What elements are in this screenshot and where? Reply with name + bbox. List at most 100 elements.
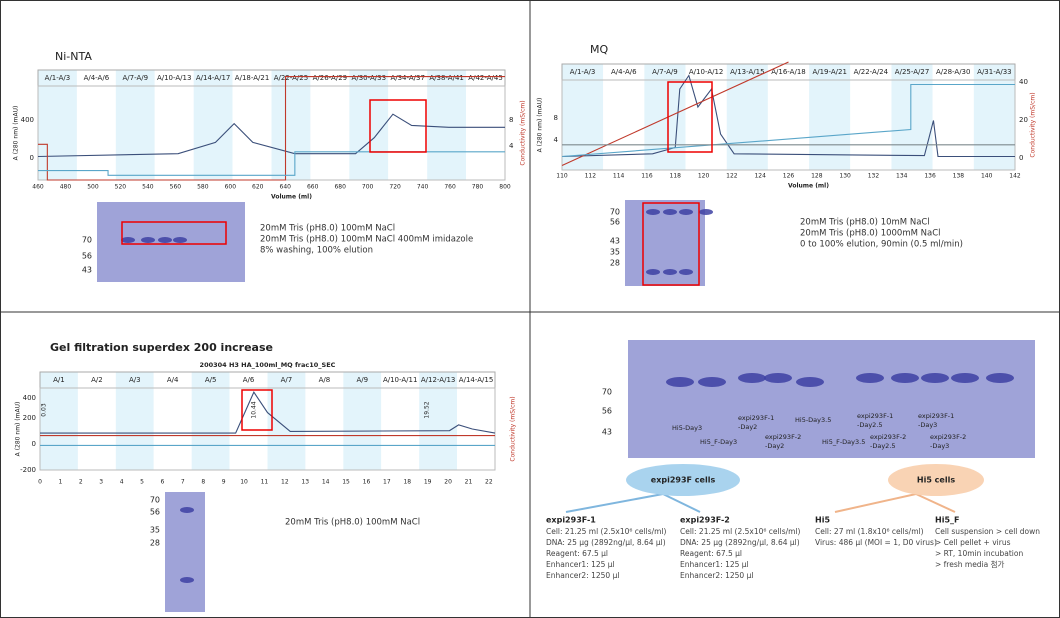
fraction-label: A/10-A/11: [383, 376, 417, 384]
y2-tick-label: 20: [1019, 116, 1028, 124]
fraction-band: [191, 372, 230, 470]
panel-title: Ni-NTA: [55, 50, 92, 63]
gel-image: [97, 202, 245, 282]
fraction-label: A/22-A/24: [854, 68, 889, 76]
note: 8% washing, 100% elution: [260, 246, 373, 256]
fraction-band: [229, 372, 268, 470]
fraction-band: [154, 70, 194, 180]
arrow: [565, 493, 664, 513]
fraction-band: [115, 372, 154, 470]
x-tick-label: 15: [342, 479, 350, 486]
item-line: > fresh media 첨가: [935, 560, 1005, 569]
fraction-band: [40, 372, 78, 470]
marker-label: 70: [602, 388, 612, 397]
curve: [40, 390, 496, 434]
fraction-label: A/9: [356, 376, 368, 384]
item-line: Enhancer2: 1250 μl: [680, 571, 753, 580]
x-tick-label: 800: [499, 184, 511, 191]
gel-band: [699, 209, 713, 215]
y2-tick-label: 8: [509, 116, 513, 124]
y2-axis-label: Conductivity (mS/cm): [510, 396, 517, 461]
x-tick-label: 700: [362, 184, 374, 191]
fraction-label: A/12-A/13: [421, 376, 455, 384]
fraction-label: A/8: [319, 376, 331, 384]
marker-label: 43: [610, 237, 620, 246]
x-tick-label: 7: [181, 479, 185, 486]
gel-band: [764, 373, 792, 383]
marker-label: 70: [610, 208, 620, 217]
x-tick-label: 21: [465, 479, 473, 486]
x-tick-label: 126: [783, 173, 795, 180]
fraction-band: [932, 64, 974, 170]
x-tick-label: 20: [444, 479, 452, 486]
group-bubble: [626, 464, 740, 496]
gel-band: [180, 507, 194, 513]
gel-band: [698, 377, 726, 387]
group-name: expi293F cells: [651, 476, 716, 485]
y-axis-label: A (280 nm) (mAU): [13, 106, 20, 161]
arrow: [662, 493, 701, 513]
highlight-box: [369, 99, 427, 153]
fraction-label: A/14-A/15: [459, 376, 493, 384]
gel-band: [663, 269, 677, 275]
lane-label: Hi5-Day3: [672, 424, 702, 432]
fraction-label: A/10-A/13: [157, 74, 191, 82]
x-tick-label: 8: [201, 479, 205, 486]
x-axis-label: Volume (ml): [788, 183, 829, 190]
fraction-label: A/1-A/3: [45, 74, 71, 82]
x-tick-label: 720: [389, 184, 401, 191]
curve: [561, 83, 1015, 158]
note: 20mM Tris (pH8.0) 10mM NaCl: [800, 218, 930, 228]
item-line: Cell: 21.25 ml (2.5x10⁶ cells/ml): [680, 527, 801, 536]
marker-label: 56: [82, 252, 92, 261]
fraction-band: [973, 64, 1015, 170]
x-tick-label: 0: [38, 479, 42, 486]
x-tick-label: 640: [280, 184, 292, 191]
gel-band: [951, 373, 979, 383]
item-title: expi293F-1: [546, 516, 596, 525]
x-tick-label: 14: [322, 479, 330, 486]
lane-label: expi293F-2: [765, 433, 801, 441]
lane-label: -Day2: [738, 423, 757, 431]
fraction-band: [193, 70, 233, 180]
gel-band: [173, 237, 187, 243]
lane-label: expi293F-1: [857, 412, 893, 420]
lane-label: -Day3: [930, 442, 949, 450]
lane-label: expi293F-2: [930, 433, 966, 441]
x-axis-label: Volume (ml): [271, 194, 312, 201]
x-tick-label: 112: [585, 173, 597, 180]
fraction-band: [427, 70, 467, 180]
x-tick-label: 110: [556, 173, 568, 180]
x-tick-label: 560: [170, 184, 182, 191]
panel-title: MQ: [590, 43, 608, 56]
marker-label: 28: [150, 539, 160, 548]
marker-label: 28: [610, 259, 620, 268]
y2-tick-label: 4: [509, 142, 514, 150]
fraction-label: A/16-A/18: [771, 68, 805, 76]
x-tick-label: 142: [1009, 173, 1021, 180]
item-line: DNA: 25 μg (2892ng/μl, 8.64 μl): [680, 538, 800, 547]
fraction-band: [767, 64, 810, 170]
fraction-band: [115, 70, 155, 180]
y2-axis-label: Conductivity (mS/cm): [1030, 92, 1037, 157]
group-name: Hi5 cells: [917, 476, 955, 485]
x-tick-label: 4: [120, 479, 124, 486]
fraction-label: A/30-A/33: [352, 74, 386, 82]
gel-band: [679, 269, 693, 275]
gel-band: [796, 377, 824, 387]
plot-frame: [561, 79, 1016, 171]
x-tick-label: 18: [403, 479, 411, 486]
fraction-label: A/4: [167, 376, 179, 384]
x-tick-label: 480: [60, 184, 72, 191]
x-tick-label: 11: [261, 479, 269, 486]
item-line: Reagent: 67.5 μl: [680, 549, 742, 558]
x-tick-label: 22: [485, 479, 493, 486]
fraction-band: [809, 64, 851, 170]
gel-band: [180, 577, 194, 583]
fraction-label: A/38-A/41: [429, 74, 463, 82]
fraction-label: A/4-A/6: [611, 68, 637, 76]
arrow: [834, 493, 917, 513]
x-tick-label: 9: [222, 479, 226, 486]
fraction-band: [305, 372, 344, 470]
